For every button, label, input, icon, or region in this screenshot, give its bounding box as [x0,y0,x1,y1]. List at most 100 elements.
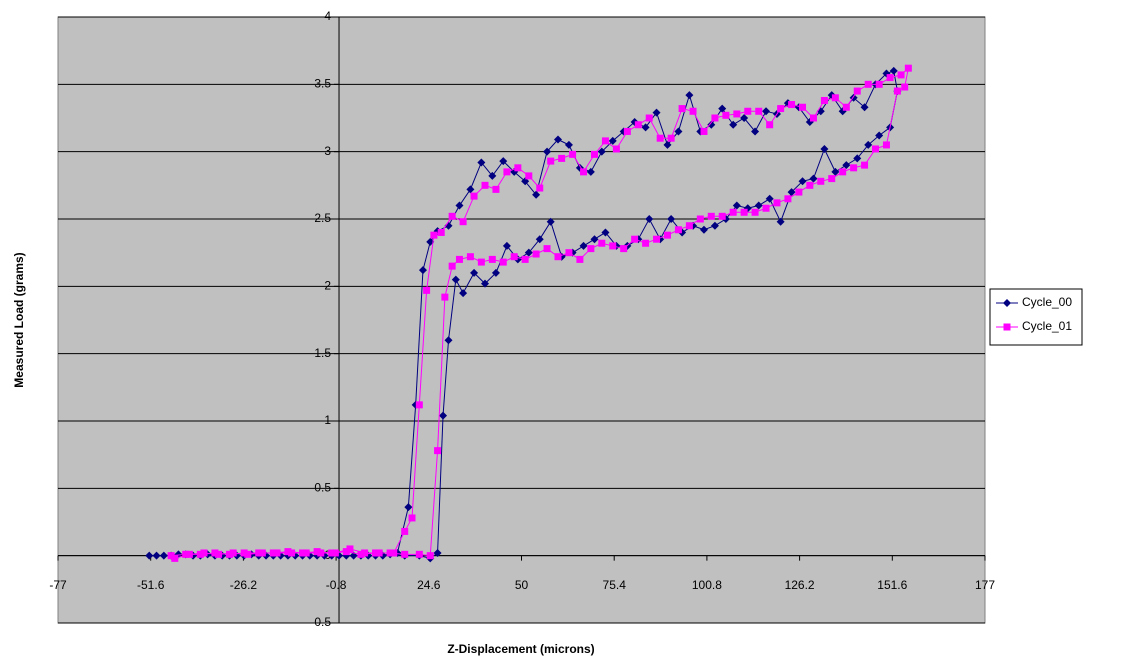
point [372,549,380,557]
point [776,217,785,226]
x-tick-label: 24.6 [417,578,441,592]
point [401,527,409,535]
point [700,127,708,135]
point [820,144,829,153]
point [492,185,500,193]
point [699,225,708,234]
point [740,114,749,122]
point [652,108,661,117]
point [893,87,901,95]
point [766,121,774,129]
point [553,135,562,144]
point [444,336,453,345]
point [546,217,555,226]
point [404,503,413,512]
point [418,266,427,275]
point [229,549,237,557]
point [226,550,234,558]
point [521,255,529,263]
point [328,549,336,557]
point [543,147,552,156]
point [423,286,431,294]
point [434,447,442,455]
y-tick-label: 1.5 [314,346,331,360]
point [535,235,544,244]
point [707,212,715,220]
point [455,201,464,210]
point [269,549,277,557]
point [284,548,292,556]
point [901,83,909,91]
point [765,194,774,203]
point [612,145,620,153]
legend-box [989,288,1083,346]
point [444,221,453,230]
point [451,275,460,284]
point [357,550,365,558]
point [889,66,898,75]
point [459,289,468,298]
point [875,131,884,140]
point [299,549,307,557]
point [729,120,738,129]
point [466,253,474,261]
point [477,158,486,167]
point [740,208,748,216]
point [288,549,296,557]
point [645,114,653,122]
point [755,107,763,115]
point [488,171,497,180]
point [502,241,511,250]
point [167,552,175,560]
point [426,552,434,560]
point [773,199,781,207]
point [853,87,861,95]
point [580,168,588,176]
point [145,551,154,560]
point [872,145,880,153]
point [656,134,664,142]
point [547,157,555,165]
point [707,120,716,129]
point [795,188,803,196]
point [645,215,654,223]
point [302,549,310,557]
plot-area [57,16,986,624]
point [255,549,263,557]
point [620,245,628,253]
point [897,71,905,79]
point [777,105,785,113]
point [532,190,541,199]
legend: Cycle_00 Cycle_01 [989,288,1083,346]
y-axis-title: Measured Load (grams) [12,252,26,387]
y-tick-label: 4 [324,9,331,23]
x-tick-label: 126.2 [785,578,815,592]
point [685,91,694,100]
point [215,550,223,558]
point [710,221,719,230]
point [481,181,489,189]
point [448,212,456,220]
x-tick-label: -51.6 [137,578,165,592]
point [623,127,631,135]
point [590,235,599,244]
point [886,74,894,82]
point [415,401,423,409]
point [152,551,161,560]
point [503,168,511,176]
point [601,137,609,145]
point [481,279,490,288]
point [569,150,577,158]
y-tick-label: 1 [324,413,331,427]
point [159,551,168,560]
point [641,123,650,132]
point [831,94,839,102]
point [579,241,588,250]
point [510,253,518,261]
point [536,184,544,192]
point [439,411,448,420]
point [762,204,770,212]
point [477,258,485,266]
point [196,550,204,558]
